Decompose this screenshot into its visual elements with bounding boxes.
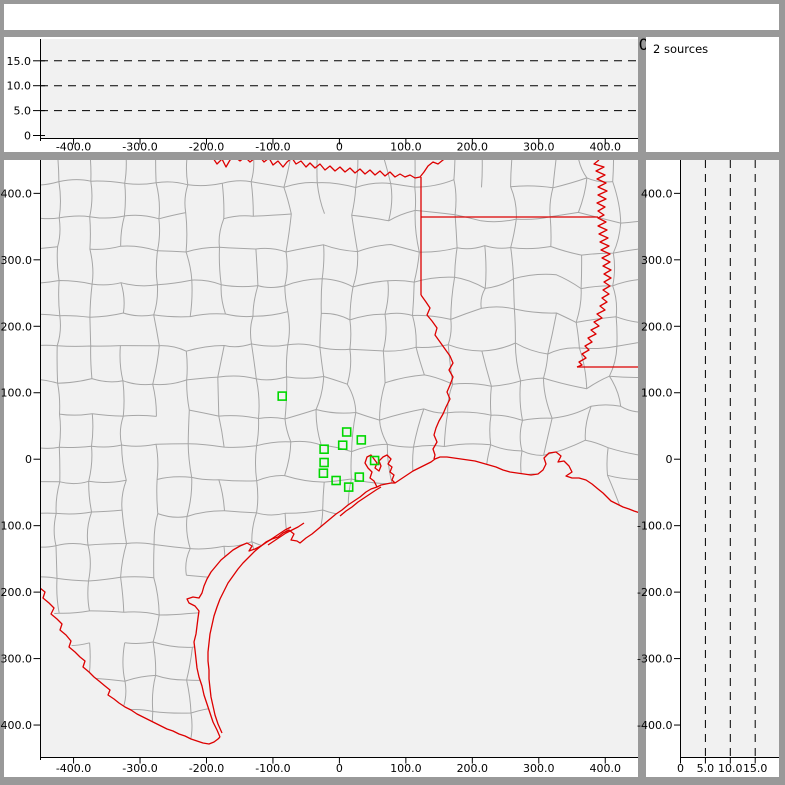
ns-altitude-plot-area[interactable]: [680, 160, 779, 757]
lma-station: [318, 468, 329, 479]
altitude-tick-label: 0: [677, 762, 684, 775]
altitude-tick-label: 15.0: [7, 55, 32, 68]
rio-grande-border: [40, 587, 221, 745]
lma-station: [319, 444, 329, 455]
galveston-island-barrier: [339, 486, 382, 517]
ns-tick-label: 0: [666, 453, 673, 466]
ew-tick-label: 100.0: [390, 141, 422, 154]
altitude-tick-label: 15.0: [743, 762, 768, 775]
altitude-tick-label: 10.0: [718, 762, 743, 775]
ew-tick-label: -300.0: [122, 762, 157, 775]
lma-station: [337, 440, 348, 451]
ew-tick-label: 0: [336, 141, 343, 154]
ns-tick-label: -400.0: [0, 719, 32, 732]
ns-tick-label: 200.0: [1, 320, 33, 333]
lma-station: [341, 427, 352, 437]
altitude-tick-label: 5.0: [697, 762, 715, 775]
ns-tick-label: 400.0: [1, 187, 33, 200]
ew-tick-label: 300.0: [523, 141, 555, 154]
lma-station: [277, 391, 288, 401]
ew-tick-label: -300.0: [122, 141, 157, 154]
ew-tick-label: 0: [336, 762, 343, 775]
ns-tick-label: 0: [25, 453, 32, 466]
axes: 05.010.015.0-400.0 -300.0 -200.0 -100.0 0 100…: [0, 39, 779, 775]
mississippi-river-border: [576, 160, 612, 368]
ns-tick-label: 400.0: [641, 187, 673, 200]
ns-tick-label: -100.0: [0, 520, 32, 533]
lma-station: [331, 475, 341, 486]
ns-tick-label: -100.0: [637, 520, 672, 533]
lma-station: [356, 435, 367, 445]
ew-tick-label: -200.0: [189, 762, 224, 775]
sources-count-label: 2 sources: [653, 42, 709, 56]
ew-tick-label: 200.0: [457, 762, 489, 775]
gulf-coastline: [186, 451, 638, 738]
lma-station: [319, 457, 329, 468]
ew-tick-label: -200.0: [189, 141, 224, 154]
ew-tick-label: -100.0: [255, 141, 290, 154]
ns-tick-label: -300.0: [637, 653, 672, 666]
ew-tick-label: -400.0: [56, 141, 91, 154]
galveston-bay: [364, 454, 396, 488]
ns-tick-label: 300.0: [641, 254, 673, 267]
sabine-river-border: [420, 294, 454, 460]
ns-tick-label: -200.0: [0, 586, 32, 599]
ew-tick-label: 400.0: [589, 762, 621, 775]
sources-box: 2 sources: [646, 37, 779, 152]
state-borders-and-coastline: [40, 160, 638, 745]
ns-tick-label: 200.0: [641, 320, 673, 333]
lma-station: [369, 455, 380, 466]
ns-tick-label: -400.0: [637, 719, 672, 732]
altitude-tick-label: 10.0: [7, 80, 32, 93]
ew-altitude-plot-area[interactable]: [40, 39, 638, 139]
map-layers: [40, 160, 638, 745]
ew-tick-label: -400.0: [56, 762, 91, 775]
padre-island-barrier: [207, 526, 292, 734]
red-river-tx-ok-border: [213, 160, 445, 179]
lma-station-markers: [277, 391, 380, 492]
plan-view-plot-area[interactable]: [40, 160, 638, 757]
ew-tick-label: 200.0: [457, 141, 489, 154]
matagorda-island-barrier: [267, 522, 305, 546]
lma-station: [343, 482, 354, 492]
ew-tick-label: 400.0: [589, 141, 621, 154]
ew-tick-label: -100.0: [255, 762, 290, 775]
ns-tick-label: 100.0: [641, 387, 673, 400]
ew-tick-label: 100.0: [390, 762, 422, 775]
ns-tick-label: -300.0: [0, 653, 32, 666]
ns-tick-label: 100.0: [1, 387, 33, 400]
lma-station: [354, 472, 365, 482]
altitude-tick-label: 0: [24, 130, 31, 143]
ew-tick-label: 300.0: [523, 762, 555, 775]
ns-tick-label: -200.0: [637, 586, 672, 599]
altitude-tick-label: 5.0: [14, 105, 32, 118]
ns-tick-label: 300.0: [1, 254, 33, 267]
